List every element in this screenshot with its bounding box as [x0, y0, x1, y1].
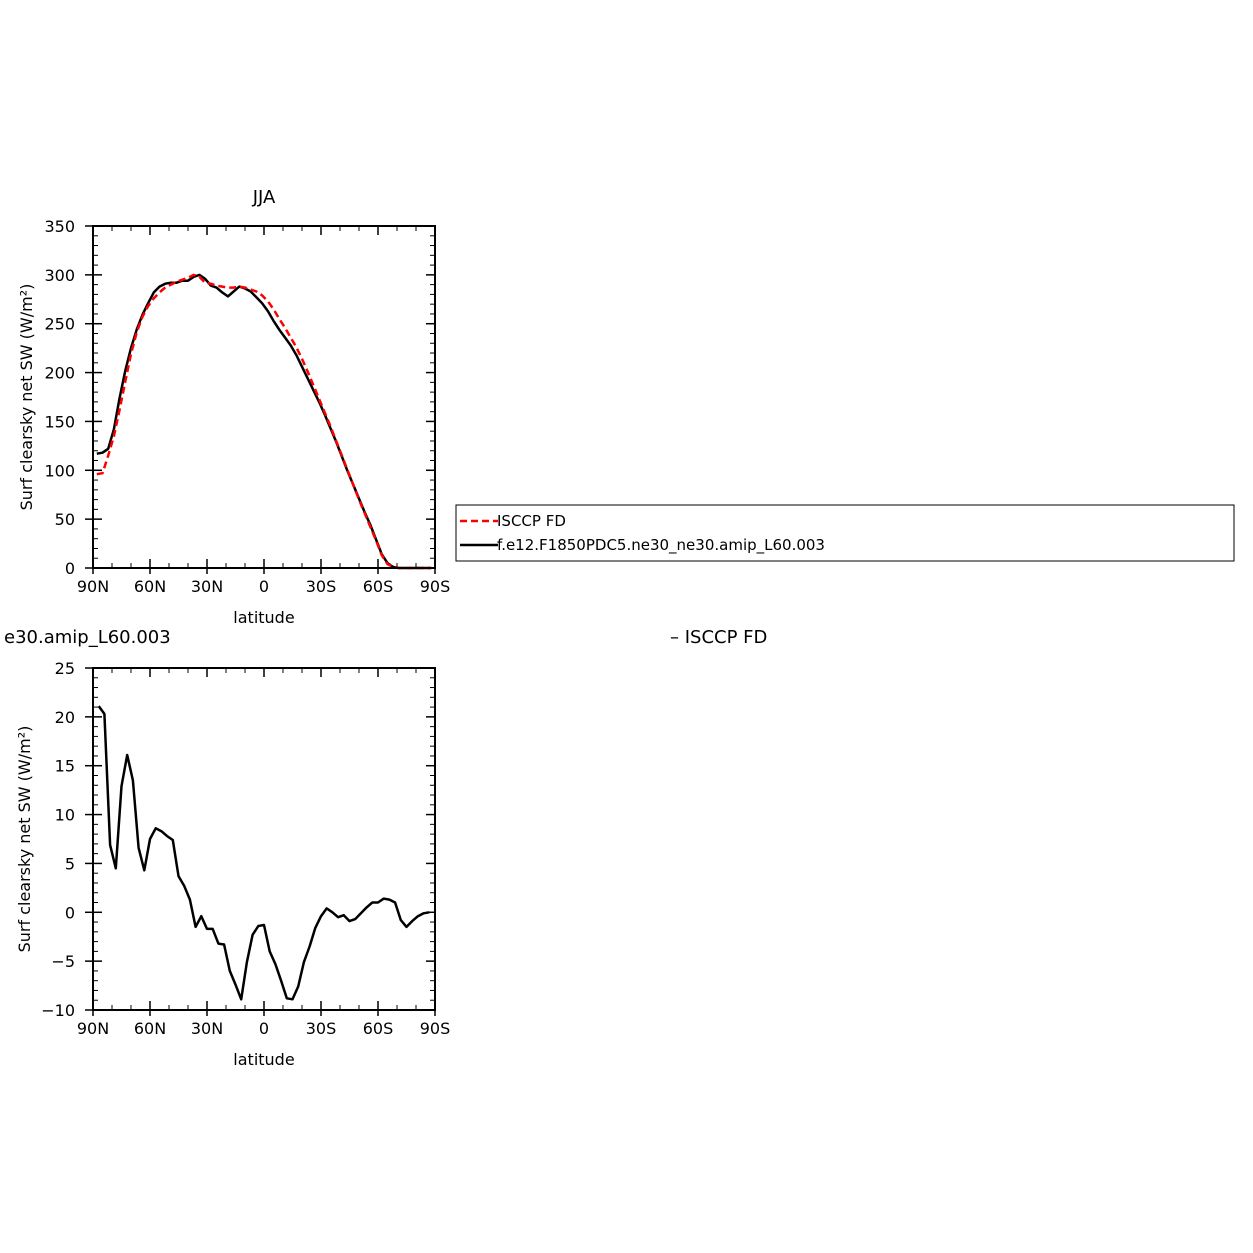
y-tick-label: 250 [44, 315, 75, 334]
axis-ticks: 90N 60N 30N 0 30S 60S 90S −10 −5 0 5 10 15 20 25 [41, 659, 450, 1038]
y-tick-label: 0 [65, 903, 75, 922]
x-tick-label: 30N [191, 577, 223, 596]
jja-panel: JJA 90N 60N 30N 0 30S 60S 90S 0 50 100 150 200 250 30… [17, 187, 450, 627]
series-line-isccp-fd [96, 273, 432, 570]
x-tick-label: 90N [77, 1019, 109, 1038]
top-plot-title: JJA [252, 187, 276, 208]
y-tick-label: 300 [44, 266, 75, 285]
difference-panel: e30.amip_L60.003 – ISCCP FD 90N 60N 30N 0 30… [4, 627, 767, 1069]
y-tick-label: 20 [55, 708, 75, 727]
x-tick-label: 0 [259, 577, 269, 596]
series-lines [96, 273, 432, 570]
series-lines [97, 705, 430, 1001]
bottom-plot-title: e30.amip_L60.003 [4, 627, 171, 648]
y-tick-label: 25 [55, 659, 75, 678]
x-tick-label: 30S [306, 577, 337, 596]
bottom-plot-right-subtitle: – ISCCP FD [670, 627, 767, 648]
x-tick-label: 90S [420, 1019, 451, 1038]
bottom-y-axis-title: Surf clearsky net SW (W/m²) [15, 726, 34, 953]
y-tick-label: 150 [44, 412, 75, 431]
y-tick-label: 0 [65, 559, 75, 578]
y-tick-label: −10 [41, 1001, 75, 1020]
x-tick-label: 60N [134, 1019, 166, 1038]
top-x-axis-title: latitude [233, 608, 294, 627]
top-y-axis-title: Surf clearsky net SW (W/m²) [17, 284, 36, 511]
x-tick-label: 60S [363, 577, 394, 596]
legend: ISCCP FD f.e12.F1850PDC5.ne30_ne30.amip_… [455, 504, 1235, 562]
y-tick-label: 200 [44, 364, 75, 383]
x-tick-label: 0 [259, 1019, 269, 1038]
y-tick-label: −5 [51, 952, 75, 971]
x-tick-label: 90S [420, 577, 451, 596]
y-tick-label: 10 [55, 806, 75, 825]
x-tick-label: 30N [191, 1019, 223, 1038]
x-tick-label: 60S [363, 1019, 394, 1038]
plot-frame [92, 225, 436, 569]
axis-ticks: 90N 60N 30N 0 30S 60S 90S 0 50 100 150 200 250 300 350 [44, 217, 450, 596]
y-tick-label: 100 [44, 461, 75, 480]
bottom-x-axis-title: latitude [233, 1050, 294, 1069]
x-tick-label: 30S [306, 1019, 337, 1038]
legend-label-model: f.e12.F1850PDC5.ne30_ne30.amip_L60.003 [497, 536, 825, 555]
y-tick-label: 350 [44, 217, 75, 236]
y-tick-label: 5 [65, 854, 75, 873]
plot-frame [92, 667, 436, 1011]
legend-label-isccp-fd: ISCCP FD [497, 512, 566, 530]
series-line-model [96, 273, 432, 570]
y-tick-label: 15 [55, 757, 75, 776]
series-line-model [97, 705, 430, 1001]
x-tick-label: 90N [77, 577, 109, 596]
legend-box [455, 504, 1235, 562]
y-tick-label: 50 [55, 510, 75, 529]
x-tick-label: 60N [134, 577, 166, 596]
